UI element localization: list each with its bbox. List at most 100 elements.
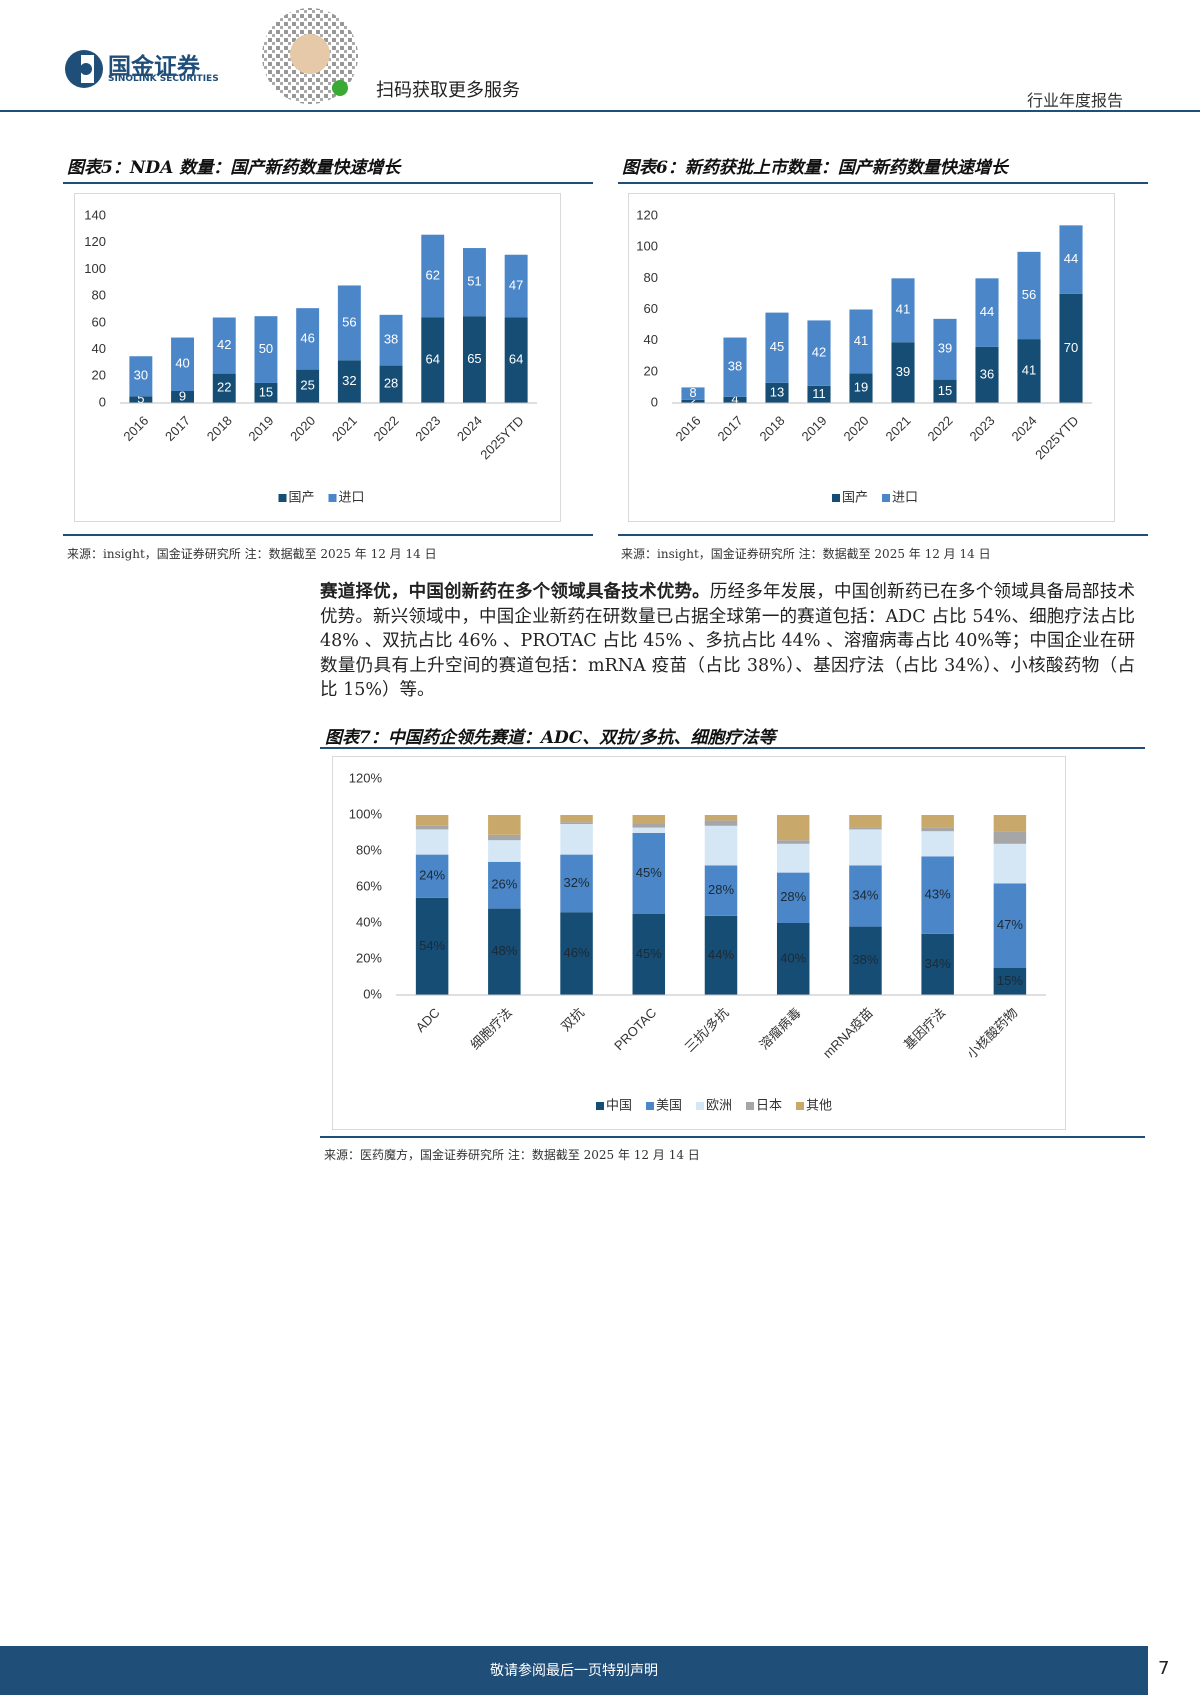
bar-segment: [921, 856, 954, 934]
data-label: 54%: [419, 938, 445, 953]
data-label: 25: [300, 378, 314, 393]
data-label: 50: [259, 341, 273, 356]
bar-segment: [993, 831, 1027, 844]
data-label: 64: [509, 352, 523, 367]
data-label: 38%: [852, 952, 878, 967]
x-tick-label: 2020: [840, 413, 871, 444]
x-tick-label: 2019: [245, 413, 276, 444]
y-tick-label: 60: [644, 301, 658, 316]
data-label: 38: [728, 359, 742, 374]
chart: 0 20 40 60 80 100 120 2 4 13 11 19 39 15 36 41 70 8 38 45 42…: [636, 207, 1092, 504]
chart-title: 图表7：中国药企领先赛道：ADC、双抗/多抗、细胞疗法等: [325, 728, 776, 748]
data-label: 38: [384, 332, 398, 347]
bar-segment: [849, 926, 882, 995]
bar-segment: [776, 872, 810, 923]
legend-label: 其他: [806, 1097, 832, 1112]
chart-frame: 0 20 40 60 80 100 120 140 5 9 22 15 25 32 28 64 65 64 30 40…: [74, 193, 561, 522]
x-tick-label: 2017: [714, 413, 745, 444]
y-tick-label: 100%: [349, 806, 383, 821]
legend-swatch: [646, 1102, 654, 1110]
data-label: 42: [812, 345, 826, 360]
source-rule: [320, 1136, 1145, 1138]
report-type: 行业年度报告: [1027, 91, 1124, 110]
bar-segment: [632, 827, 666, 833]
legend-label: 欧洲: [706, 1097, 732, 1112]
x-tick-label: PROTAC: [611, 1005, 659, 1053]
y-tick-label: 100: [636, 239, 658, 254]
bar-segment: [849, 829, 882, 866]
data-label: 43%: [925, 887, 951, 902]
x-tick-label: 2023: [412, 413, 443, 444]
qr-caption: 扫码获取更多服务: [376, 80, 520, 101]
y-tick-label: 0%: [363, 986, 382, 1001]
source-rule: [63, 534, 593, 536]
data-label: 39: [896, 364, 910, 379]
bar-segment: [488, 861, 521, 909]
title-rule: [320, 747, 1145, 749]
bar-segment: [933, 318, 957, 380]
data-label: 28%: [780, 889, 806, 904]
legend-swatch: [278, 494, 287, 502]
bar-segment: [921, 831, 954, 857]
data-label: 24%: [419, 868, 445, 883]
legend-swatch: [696, 1102, 704, 1110]
data-label: 9: [179, 388, 186, 403]
bar-segment: [891, 278, 915, 343]
data-label: 41: [896, 302, 910, 317]
y-tick-label: 80%: [356, 842, 382, 857]
bar-segment: [776, 923, 810, 995]
y-tick-label: 0: [99, 394, 106, 409]
data-label: 40: [175, 356, 189, 371]
source-rule: [618, 534, 1148, 536]
legend-label: 进口: [892, 489, 918, 504]
data-label: 30: [134, 368, 148, 383]
data-label: 46: [300, 330, 314, 345]
bar-segment: [776, 843, 810, 873]
chart-title: 图表5：NDA 数量：国产新药数量快速增长: [67, 158, 401, 178]
legend-label: 日本: [756, 1097, 782, 1112]
bar-segment: [849, 815, 882, 828]
bar-segment: [212, 317, 236, 374]
logo-mark: [65, 50, 103, 88]
data-label: 34%: [925, 956, 951, 971]
bar-segment: [171, 337, 195, 391]
data-label: 26%: [491, 877, 517, 892]
y-tick-label: 40%: [356, 914, 382, 929]
bar-segment: [415, 825, 449, 830]
bar-segment: [849, 373, 873, 403]
data-label: 15: [938, 383, 952, 398]
legend-swatch: [746, 1102, 754, 1110]
bar-segment: [488, 834, 521, 841]
bar-segment: [337, 360, 361, 403]
y-tick-label: 60%: [356, 878, 382, 893]
bar-segment: [776, 840, 810, 844]
bar-segment: [681, 387, 705, 400]
bar-segment: [632, 815, 666, 824]
legend-swatch: [796, 1102, 804, 1110]
data-label: 8: [689, 385, 696, 400]
chart-frame: 0 20 40 60 80 100 120 2 4 13 11 19 39 15 36 41 70 8 38 45 42…: [628, 193, 1115, 522]
bar-segment: [993, 815, 1027, 832]
data-label: 64: [426, 352, 440, 367]
bar-segment: [337, 285, 361, 361]
data-label: 56: [1022, 287, 1036, 302]
data-label: 44%: [708, 947, 734, 962]
bar-segment: [296, 308, 320, 370]
y-tick-label: 0: [651, 394, 658, 409]
source: 来源：insight，国金证券研究所 注：数据截至 2025 年 12 月 14…: [621, 547, 991, 561]
legend-swatch: [328, 494, 337, 502]
bar-segment: [129, 356, 153, 397]
bar-segment: [415, 829, 449, 855]
bar-segment: [921, 827, 954, 832]
bar-segment: [129, 396, 153, 403]
disclaimer: 敬请参阅最后一页特别声明: [490, 1663, 658, 1679]
data-label: 62: [426, 268, 440, 283]
data-label: 51: [467, 274, 481, 289]
y-tick-label: 20: [92, 368, 106, 383]
data-label: 56: [342, 314, 356, 329]
data-label: 41: [854, 333, 868, 348]
x-tick-label: 2022: [924, 413, 955, 444]
chart-title: 图表6：新药获批上市数量：国产新药数量快速增长: [622, 158, 1008, 178]
bar-segment: [462, 316, 486, 403]
legend-swatch: [882, 494, 890, 502]
